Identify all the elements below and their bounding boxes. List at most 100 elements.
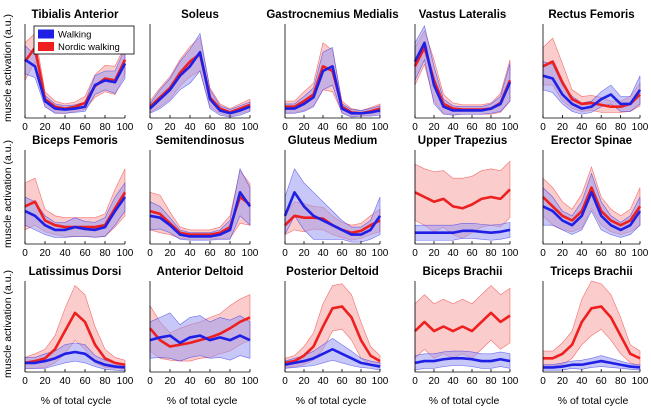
walking-sd-band (284, 168, 381, 243)
walking-sd-band (414, 350, 511, 371)
x-tick-label: 40 (576, 248, 588, 259)
x-tick-label: 60 (596, 122, 608, 133)
walking-mean-line (542, 74, 642, 110)
nordic-mean-line (149, 316, 251, 348)
x-tick-label: 100 (117, 376, 134, 387)
panel-title: Vastus Lateralis (419, 9, 507, 21)
walking-mean-line (25, 350, 126, 369)
panel-title: Biceps Femoris (32, 135, 118, 147)
x-tick-label: 40 (576, 376, 588, 387)
nordic-mean-line (24, 311, 126, 366)
nordic-sd-band (542, 280, 641, 367)
x-tick-label: 100 (632, 122, 649, 133)
panel-semitendinosus: Semitendinosus 0 20 40 60 80 100 (147, 135, 259, 259)
x-tick-label: 60 (336, 122, 348, 133)
x-tick-label: 80 (99, 248, 111, 259)
panel-triceps-brachii: Triceps Brachii 0 20 40 60 80 100 (540, 266, 649, 387)
panel-soleus: Soleus 0 20 40 60 80 100 (147, 9, 259, 133)
x-tick-label: 40 (317, 122, 329, 133)
panel-upper-trapezius: Upper Trapezius 0 20 40 60 80 100 (412, 135, 519, 259)
panel-posterior-deltoid: Posterior Deltoid 0 20 40 60 80 100 (282, 266, 389, 387)
x-tick-label: 60 (204, 248, 216, 259)
x-tick-label: 100 (502, 376, 519, 387)
x-tick-label: 40 (317, 248, 329, 259)
x-tick-label: 0 (282, 376, 288, 387)
panel-biceps-brachii: Biceps Brachii 0 20 40 60 80 100 (412, 266, 519, 387)
panel-title: Anterior Deltoid (157, 266, 244, 278)
x-tick-label: 80 (99, 376, 111, 387)
x-tick-label: 40 (59, 122, 71, 133)
x-axis-label-col-3: % of total cycle (296, 395, 367, 407)
x-tick-label: 20 (164, 122, 176, 133)
x-tick-label: 60 (204, 122, 216, 133)
walking-sd-band (149, 32, 251, 118)
x-tick-label: 20 (298, 376, 310, 387)
x-axis-label-col-4: % of total cycle (429, 395, 500, 407)
x-tick-label: 40 (447, 248, 459, 259)
x-tick-label: 20 (557, 122, 569, 133)
walking-mean-line (285, 65, 381, 115)
x-tick-label: 100 (372, 248, 389, 259)
x-tick-label: 100 (372, 122, 389, 133)
x-tick-label: 40 (317, 376, 329, 387)
panel-gluteus-medium: Gluteus Medium 0 20 40 60 80 100 (282, 135, 389, 259)
x-tick-label: 20 (164, 248, 176, 259)
legend-swatch-nordic (38, 42, 54, 51)
panel-gastrocnemius-medialis: Gastrocnemius Medialis 0 20 40 60 80 100 (266, 9, 398, 133)
panel-title: Soleus (181, 9, 219, 21)
x-tick-label: 100 (117, 248, 134, 259)
x-tick-label: 0 (147, 248, 153, 259)
panel-title: Upper Trapezius (418, 135, 507, 147)
panel-title: Tibialis Anterior (32, 9, 119, 21)
x-tick-label: 80 (224, 248, 236, 259)
x-tick-label: 20 (557, 248, 569, 259)
x-tick-label: 0 (282, 122, 288, 133)
walking-mean-line (283, 191, 382, 236)
x-tick-label: 20 (39, 248, 51, 259)
x-tick-label: 20 (164, 376, 176, 387)
panel-title: Gastrocnemius Medialis (266, 9, 398, 21)
x-axis-label-col-5: % of total cycle (558, 395, 629, 407)
walking-mean-line (149, 191, 252, 238)
x-tick-label: 20 (39, 376, 51, 387)
walking-mean-line (149, 50, 251, 115)
x-tick-label: 100 (632, 248, 649, 259)
legend-swatch-walking (38, 29, 54, 39)
panel-anterior-deltoid: Anterior Deltoid 0 20 40 60 80 100 (147, 266, 259, 387)
x-tick-label: 80 (485, 248, 497, 259)
walking-mean-line (543, 359, 641, 369)
x-tick-label: 80 (355, 122, 367, 133)
x-tick-label: 0 (22, 248, 28, 259)
walking-mean-line (414, 357, 511, 365)
x-tick-label: 80 (99, 122, 111, 133)
legend-label-walking: Walking (58, 30, 91, 41)
x-axis-label-col-1: % of total cycle (41, 395, 112, 407)
panel-title: Biceps Brachii (423, 266, 503, 278)
x-tick-label: 80 (224, 122, 236, 133)
legend-label-nordic: Nordic walking (58, 42, 120, 53)
nordic-mean-line (543, 305, 641, 360)
x-tick-label: 40 (184, 122, 196, 133)
x-tick-label: 0 (412, 122, 418, 133)
x-tick-label: 0 (282, 248, 288, 259)
walking-sd-band (149, 167, 251, 241)
panel-title: Rectus Femoris (548, 9, 634, 21)
x-tick-label: 80 (615, 248, 627, 259)
x-tick-label: 100 (502, 248, 519, 259)
x-tick-label: 60 (79, 122, 91, 133)
x-tick-label: 100 (242, 122, 259, 133)
x-tick-label: 100 (242, 376, 259, 387)
x-tick-label: 80 (485, 122, 497, 133)
panel-grid: Tibialis Anterior 0 20 40 60 80 100 Soleus 0 20 40… (22, 9, 649, 387)
walking-mean-line (149, 334, 251, 345)
x-tick-label: 60 (204, 376, 216, 387)
x-tick-label: 60 (79, 248, 91, 259)
x-tick-label: 60 (596, 376, 608, 387)
x-tick-label: 40 (59, 376, 71, 387)
x-tick-label: 100 (117, 122, 134, 133)
nordic-mean-line (542, 186, 642, 227)
panel-erector-spinae: Erector Spinae 0 20 40 60 80 100 (540, 135, 649, 259)
x-tick-label: 0 (22, 376, 28, 387)
x-tick-label: 40 (184, 376, 196, 387)
x-tick-label: 40 (447, 122, 459, 133)
